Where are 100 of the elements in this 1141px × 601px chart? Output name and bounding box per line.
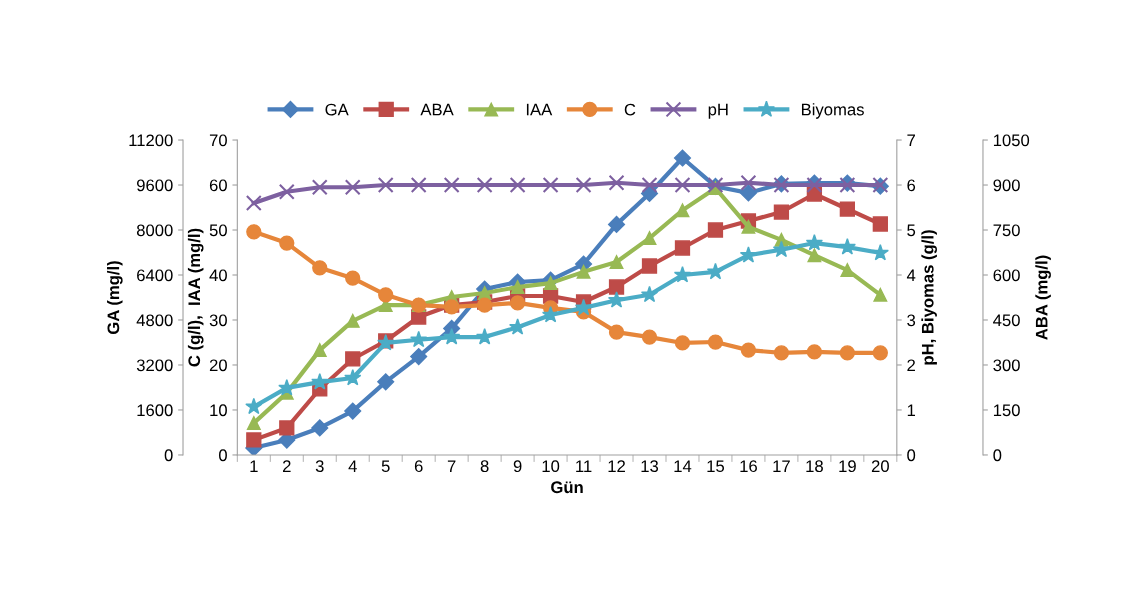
point (377, 177, 394, 194)
point (541, 306, 560, 323)
y-tick-label: 0 (164, 449, 173, 462)
x-tick-label: 10 (542, 460, 560, 473)
y-tick-label: 50 (209, 224, 227, 237)
point (674, 240, 691, 256)
x-tick-label: 3 (315, 460, 324, 473)
x-tick-label: 6 (414, 460, 423, 473)
x-tick-label: 5 (381, 460, 390, 473)
y2-tick-label: 300 (993, 359, 1020, 372)
point (641, 258, 658, 274)
y-tick-label: 8000 (136, 224, 173, 237)
x-tick-label: 4 (348, 460, 357, 472)
point (773, 204, 790, 220)
legend-label: C (624, 103, 636, 116)
point (838, 238, 856, 255)
point (245, 195, 262, 211)
point (641, 177, 658, 194)
point (805, 234, 824, 251)
point (311, 373, 329, 390)
y-tick-label: 30 (209, 314, 227, 327)
y-tick-label: 1600 (137, 404, 173, 417)
point (279, 420, 295, 436)
x-tick-label: 1 (250, 460, 258, 472)
point (872, 216, 888, 232)
x-tick-label: 20 (871, 460, 889, 473)
y-tick-label: 40 (209, 269, 227, 282)
point (278, 183, 295, 200)
y-axis-title: C (g/l), IAA (mg/l) (187, 228, 204, 367)
x-tick-label: 16 (740, 460, 757, 473)
point (312, 260, 328, 276)
point (345, 313, 360, 328)
point (543, 276, 558, 291)
point (607, 215, 626, 233)
point (674, 177, 691, 194)
point (772, 240, 791, 258)
point (477, 286, 492, 300)
point (609, 255, 624, 269)
point (377, 373, 395, 391)
point (773, 345, 790, 361)
point (741, 219, 756, 234)
x-tick-label: 17 (773, 460, 790, 472)
x-tick-label: 8 (480, 460, 489, 473)
point (344, 402, 362, 420)
y2-tick-label: 450 (993, 314, 1020, 327)
point (576, 264, 591, 279)
point (278, 378, 296, 396)
y-tick-label: 10 (210, 404, 227, 417)
point (509, 177, 526, 194)
y2-tick-label: 600 (993, 269, 1020, 282)
point (674, 335, 691, 351)
y2-tick-label: 900 (993, 179, 1020, 192)
x-tick-label: 7 (447, 460, 456, 472)
y-tick-label: 60 (209, 179, 227, 192)
point (476, 177, 493, 194)
y2-tick-label: 7 (907, 134, 915, 147)
point (608, 174, 625, 191)
x-tick-label: 14 (674, 460, 692, 472)
point (510, 280, 525, 295)
point (807, 248, 822, 263)
point (246, 432, 262, 448)
x-tick-label: 15 (707, 460, 725, 473)
point (873, 287, 888, 302)
point (840, 263, 855, 277)
point (509, 295, 526, 311)
point (640, 285, 659, 303)
point (608, 324, 625, 340)
point (675, 203, 690, 218)
point (410, 347, 428, 366)
x-tick-label: 2 (282, 460, 291, 472)
point (344, 179, 361, 196)
point (707, 334, 724, 350)
point (575, 177, 592, 194)
y2-tick-label: 1 (907, 404, 915, 417)
x-tick-label: 9 (513, 460, 522, 473)
point (443, 328, 461, 345)
point (642, 231, 657, 246)
point (739, 184, 757, 202)
y2-tick-label: 1050 (993, 134, 1030, 147)
point (245, 397, 263, 415)
y-tick-label: 70 (209, 134, 227, 147)
legend-label: pH (708, 103, 728, 119)
x-tick-label: 12 (608, 460, 625, 472)
point (806, 344, 823, 360)
point (312, 343, 327, 358)
point (344, 368, 362, 386)
point (246, 224, 262, 240)
y-tick-label: 0 (218, 449, 227, 462)
point (345, 351, 361, 367)
point (740, 342, 757, 358)
y2-tick-label: 6 (907, 179, 916, 192)
point (740, 174, 757, 191)
point (542, 177, 559, 194)
y-axis-title: GA (mg/l) (107, 261, 123, 334)
point (871, 243, 889, 261)
y2-axis-title: pH, Biyomas (g/l) (921, 230, 937, 365)
y2-tick-label: 2 (907, 359, 915, 372)
point (608, 279, 625, 295)
y2-tick-label: 0 (907, 449, 916, 462)
x-axis-title: Gün (551, 481, 583, 494)
